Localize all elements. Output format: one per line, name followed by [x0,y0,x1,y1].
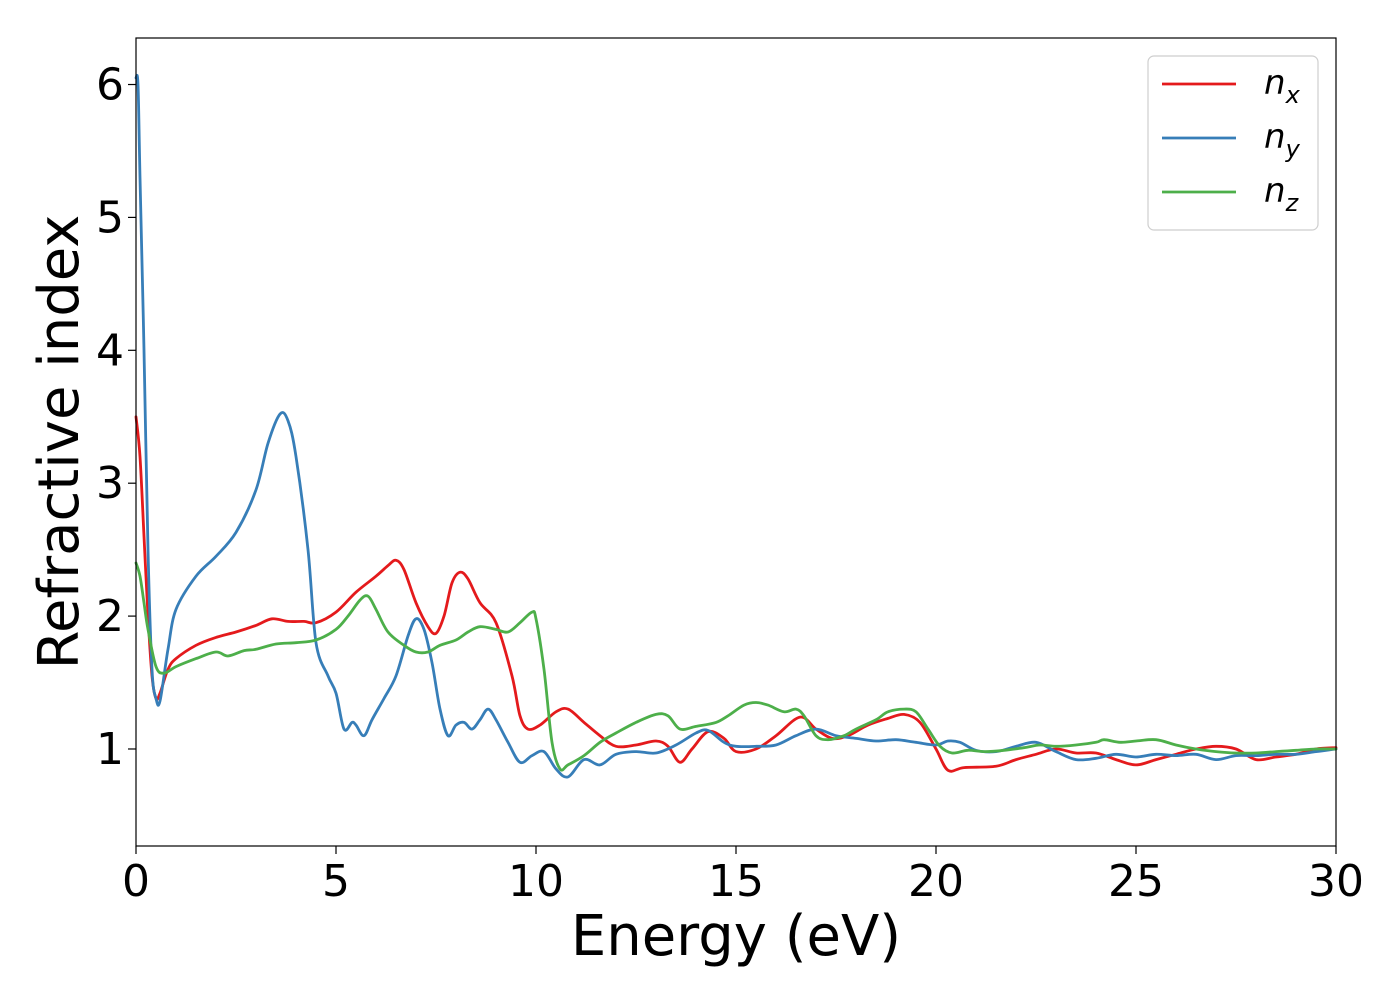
x-tick-label: 20 [908,856,964,907]
x-tick-label: 5 [322,856,350,907]
x-tick-label: 30 [1308,856,1364,907]
legend-label-z: nz [1264,171,1300,217]
y-tick-label: 1 [96,724,124,775]
legend-label-y: ny [1264,117,1301,163]
series-layer [134,73,1338,779]
x-tick-label: 0 [122,856,150,907]
legend-label-x: nx [1264,63,1301,109]
y-tick-label: 2 [96,591,124,642]
x-tick-label: 10 [508,856,564,907]
y-tick-label: 5 [96,192,124,243]
legend-box [1147,55,1319,231]
series-line-y [134,73,1338,779]
y-axis-title: Refractive index [27,215,92,670]
y-tick-label: 4 [96,325,124,376]
series-line-z [134,561,1338,772]
x-axis-title: Energy (eV) [571,904,901,969]
series-line-x [134,415,1338,773]
y-tick-label: 6 [96,60,124,111]
y-tick-label: 3 [96,458,124,509]
x-tick-label: 15 [708,856,764,907]
legend: nx ny nz [1147,55,1319,231]
y-axis: 1 2 3 4 5 6 [96,60,136,775]
x-axis: 0 5 10 15 20 25 30 [122,846,1364,907]
x-tick-label: 25 [1108,856,1164,907]
